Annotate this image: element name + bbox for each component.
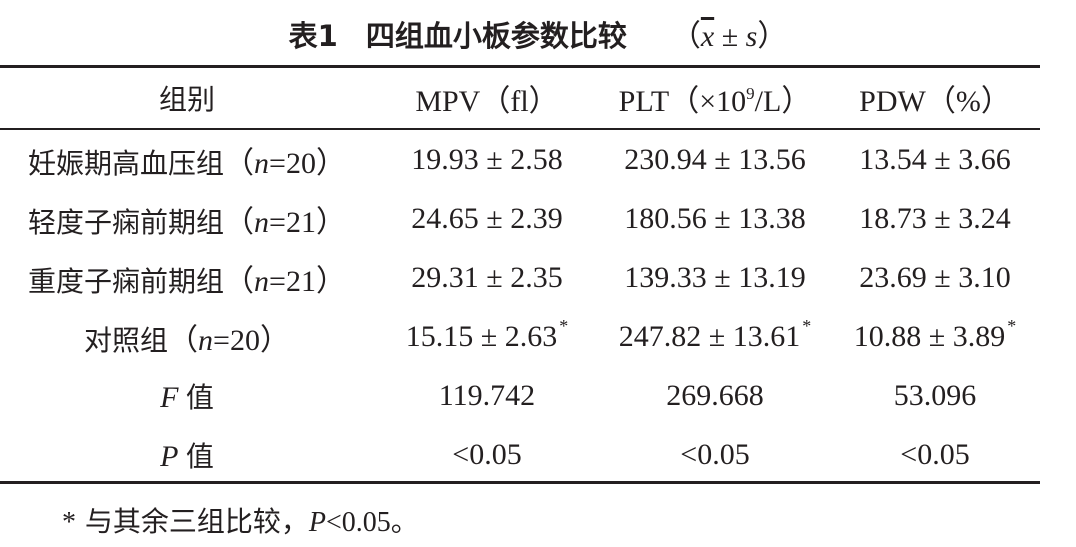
group-label: 妊娠期高血压组 <box>28 146 225 180</box>
plt-exponent: 9 <box>746 84 755 103</box>
header-row: 组别 MPV（fl） PLT（×109/L） PDW（%） <box>0 68 1040 128</box>
group-label: 重度子痫前期组 <box>28 264 225 298</box>
p-var: P <box>160 439 179 473</box>
table-caption: 四组血小板参数比较 <box>365 19 627 53</box>
f-label: 值 <box>185 380 214 414</box>
group-label: 对照组 <box>84 323 169 357</box>
p-plt: <0.05 <box>680 437 750 471</box>
n-value: =21 <box>269 205 316 239</box>
n-close: ） <box>315 264 346 298</box>
n-var: n <box>254 205 270 239</box>
plt-cell: 139.33 ± 13.19 <box>624 260 806 294</box>
f-var: F <box>160 380 179 414</box>
platelet-table: 组别 MPV（fl） PLT（×109/L） PDW（%） 妊娠期高血压组（n=… <box>0 68 1040 484</box>
n-open: （ <box>224 146 255 180</box>
n-open: （ <box>168 323 199 357</box>
header-mpv: MPV（fl） <box>415 85 559 118</box>
pdw-cell: 13.54 ± 3.66 <box>859 142 1011 176</box>
stat-open: （ <box>670 20 701 53</box>
n-value: =20 <box>213 323 260 357</box>
mpv-cell: 15.15 ± 2.63 * <box>374 307 600 366</box>
n-close: ） <box>259 323 290 357</box>
table-row: 对照组（n=20） 15.15 ± 2.63 * 247.82 ± 13.61 * … <box>0 307 1040 366</box>
plt-cell: 230.94 ± 13.56 <box>624 142 806 176</box>
group-cell: 重度子痫前期组（n=21） <box>0 248 374 307</box>
top-rule <box>0 65 1040 68</box>
mpv-cell: 29.31 ± 2.35 <box>411 260 563 294</box>
pdw-cell: 18.73 ± 3.24 <box>859 201 1011 235</box>
group-cell: 对照组（n=20） <box>0 307 374 366</box>
mean-symbol: x <box>700 20 715 53</box>
f-plt: 269.668 <box>666 378 764 412</box>
p-mpv: <0.05 <box>452 437 522 471</box>
table-row: 重度子痫前期组（n=21） 29.31 ± 2.35 139.33 ± 13.1… <box>0 248 1040 307</box>
header-group: 组别 <box>158 83 215 116</box>
n-open: （ <box>224 264 255 298</box>
p-label-cell: P 值 <box>0 425 374 484</box>
mpv-cell: 24.65 ± 2.39 <box>411 201 563 235</box>
plt-cell: 180.56 ± 13.38 <box>624 201 806 235</box>
n-close: ） <box>315 146 346 180</box>
header-pdw: PDW（%） <box>859 85 1011 118</box>
mpv-value: 15.15 ± 2.63 <box>405 319 558 353</box>
group-cell: 轻度子痫前期组（n=21） <box>0 189 374 248</box>
plt-prefix: PLT（×10 <box>618 85 747 118</box>
n-value: =20 <box>269 146 316 180</box>
plt-cell: 247.82 ± 13.61 * <box>600 307 830 366</box>
pdw-cell: 23.69 ± 3.10 <box>859 260 1011 294</box>
table-row: 妊娠期高血压组（n=20） 19.93 ± 2.58 230.94 ± 13.5… <box>0 128 1040 189</box>
header-rule <box>0 128 1040 130</box>
n-var: n <box>198 323 214 357</box>
significance-mark: * <box>559 315 569 336</box>
significance-mark: * <box>1007 315 1017 336</box>
footnote: * 与其余三组比较，P<0.05。 <box>62 500 419 540</box>
f-pdw: 53.096 <box>893 378 977 412</box>
group-label: 轻度子痫前期组 <box>28 205 225 239</box>
n-close: ） <box>315 205 346 239</box>
f-mpv: 119.742 <box>438 378 536 412</box>
n-value: =21 <box>269 264 316 298</box>
stat-notation: （x ± s） <box>671 20 787 53</box>
footnote-var: P <box>308 507 327 538</box>
p-label: 值 <box>185 439 214 473</box>
footnote-text: 与其余三组比较， <box>76 505 309 538</box>
stat-close: ） <box>757 20 788 53</box>
n-open: （ <box>224 205 255 239</box>
stat-sep: ± <box>714 20 746 53</box>
f-value-row: F 值 119.742 269.668 53.096 <box>0 366 1040 425</box>
footnote-mark: * <box>62 507 76 538</box>
pdw-cell: 10.88 ± 3.89 * <box>830 307 1040 366</box>
p-value-row: P 值 <0.05 <0.05 <0.05 <box>0 425 1040 484</box>
pdw-value: 10.88 ± 3.89 <box>853 319 1006 353</box>
table-number: 表1 <box>288 19 338 53</box>
p-pdw: <0.05 <box>900 437 970 471</box>
n-var: n <box>254 264 270 298</box>
header-plt: PLT（×109/L） <box>600 68 830 128</box>
table-row: 轻度子痫前期组（n=21） 24.65 ± 2.39 180.56 ± 13.3… <box>0 189 1040 248</box>
f-label-cell: F 值 <box>0 366 374 425</box>
plt-suffix: /L） <box>754 85 812 118</box>
mpv-cell: 19.93 ± 2.58 <box>411 142 563 176</box>
n-var: n <box>254 146 270 180</box>
footnote-value: <0.05。 <box>326 507 419 538</box>
significance-mark: * <box>802 315 812 336</box>
group-cell: 妊娠期高血压组（n=20） <box>0 128 374 189</box>
sd-symbol: s <box>745 20 758 53</box>
plt-value: 247.82 ± 13.61 <box>618 319 801 353</box>
table-title: 表1 四组血小板参数比较 （x ± s） <box>0 16 1076 57</box>
bottom-rule <box>0 481 1040 484</box>
